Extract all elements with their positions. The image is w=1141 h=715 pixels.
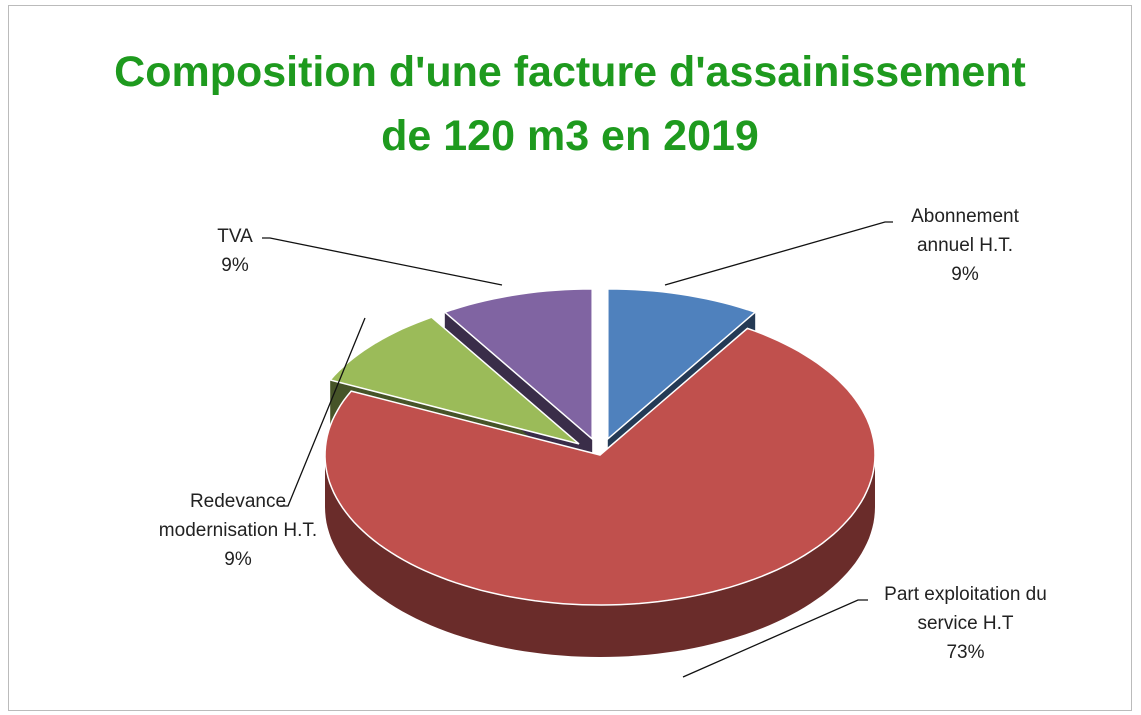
value-label: 9%	[224, 549, 252, 570]
slice	[328, 316, 580, 445]
slice-side	[325, 455, 875, 657]
value-label: 9%	[221, 255, 249, 276]
leader-line	[262, 237, 503, 286]
chart-frame	[8, 5, 1132, 711]
leader-line	[682, 599, 868, 678]
data-label: Redevance modernisation H.T. 9%	[138, 487, 338, 574]
pie	[324, 288, 876, 657]
data-label: TVA 9%	[200, 222, 270, 280]
chart-title: Composition d'une facture d'assainisseme…	[114, 48, 1026, 160]
slice	[324, 327, 876, 606]
data-label: Part exploitation du service H.T 73%	[868, 580, 1063, 667]
category-label: Part exploitation du service H.T	[884, 584, 1047, 634]
value-label: 9%	[951, 264, 979, 285]
leader-line	[664, 221, 893, 286]
category-label: Redevance modernisation H.T.	[158, 491, 318, 541]
leader-line	[280, 317, 366, 507]
category-label: Abonnement annuel H.T.	[911, 206, 1019, 256]
data-label: Abonnement annuel H.T. 9%	[880, 202, 1050, 289]
category-label: TVA	[217, 226, 253, 247]
slice	[607, 288, 757, 441]
slice	[443, 288, 593, 441]
value-label: 73%	[946, 642, 985, 663]
